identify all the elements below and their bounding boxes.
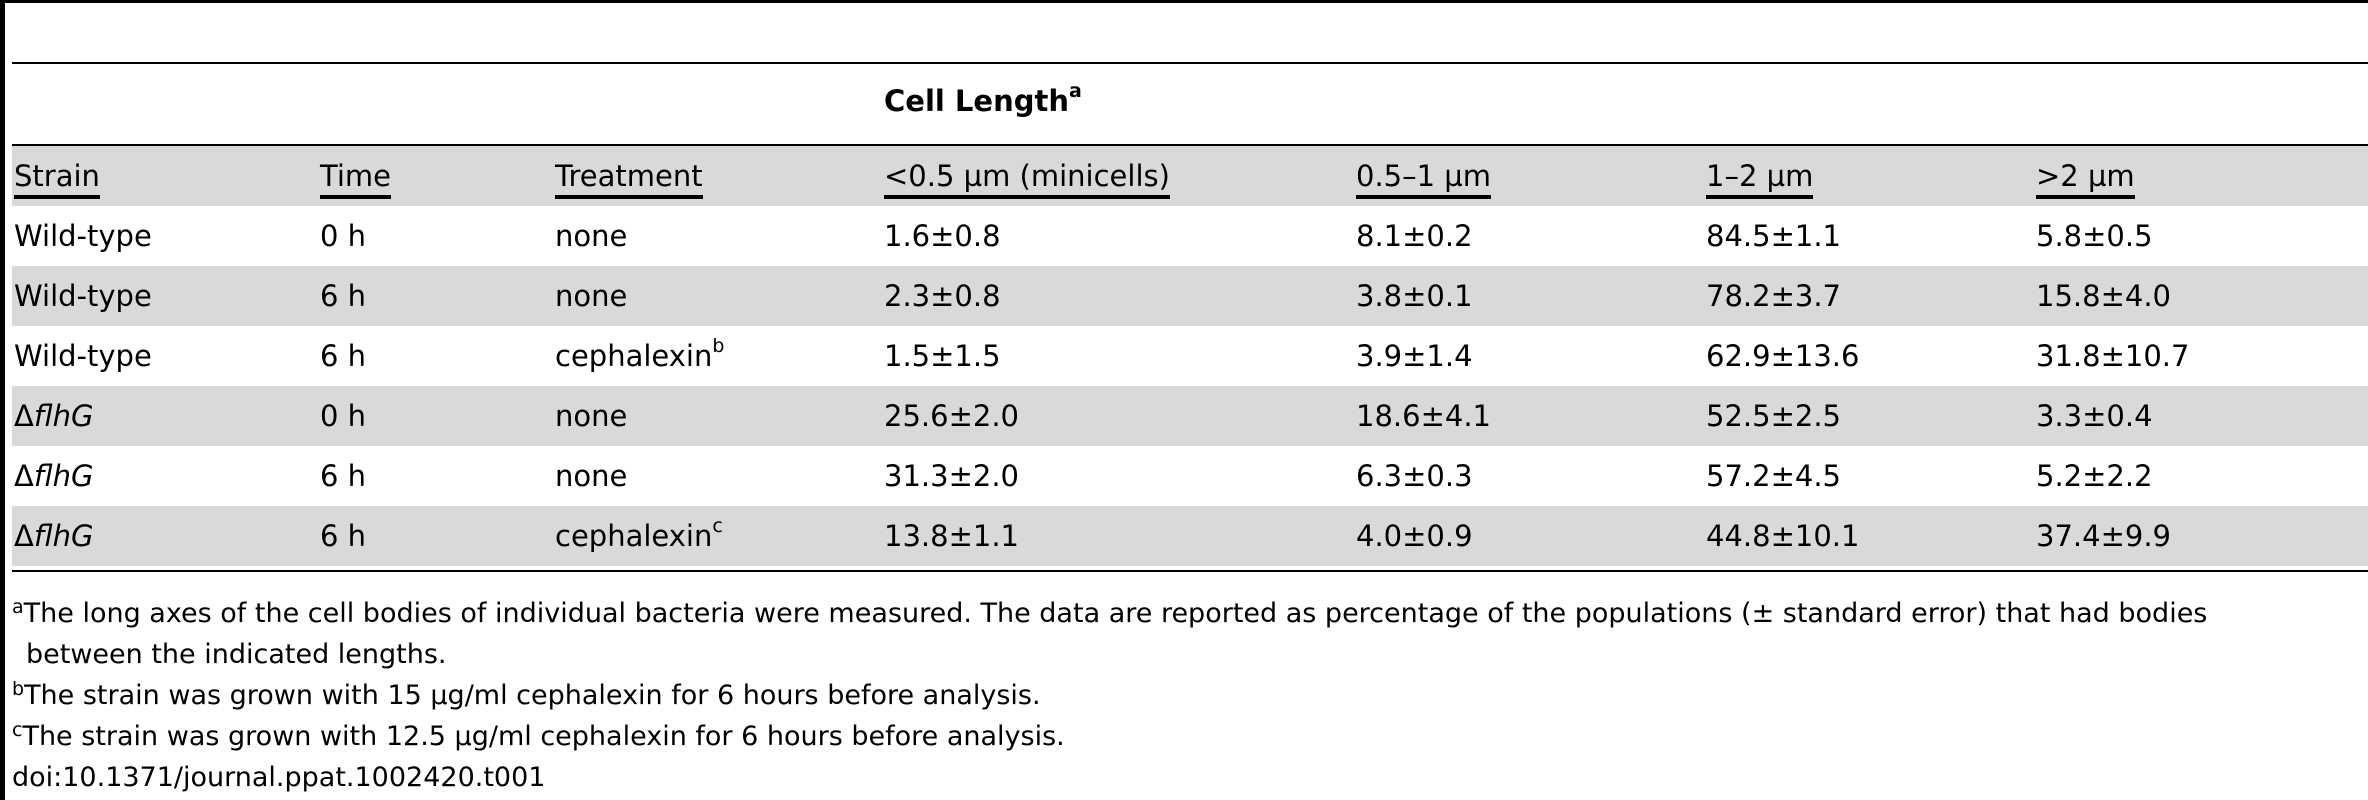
left-border-rule <box>0 0 5 800</box>
time-cell: 6 h <box>320 279 367 313</box>
length-0-5-1-cell: 6.3±0.3 <box>1356 459 1473 493</box>
length-gt-2-cell: 5.8±0.5 <box>2036 219 2153 253</box>
table-row: ΔflhG 0 h none 25.6±2.0 18.6±4.1 52.5±2.5 3.3±… <box>12 386 2368 446</box>
minicells-cell: 2.3±0.8 <box>884 279 1001 313</box>
length-gt-2-cell: 37.4±9.9 <box>2036 519 2171 553</box>
length-0-5-1-cell: 4.0±0.9 <box>1356 519 1473 553</box>
length-1-2-cell: 44.8±10.1 <box>1706 519 1860 553</box>
length-0-5-1-cell: 18.6±4.1 <box>1356 399 1491 433</box>
length-gt-2-cell: 3.3±0.4 <box>2036 399 2153 433</box>
strain-cell: ΔflhG <box>14 519 94 553</box>
length-0-5-1-cell: 3.8±0.1 <box>1356 279 1473 313</box>
footnote-b: bThe strain was grown with 15 µg/ml ceph… <box>12 678 1041 711</box>
length-1-2-cell: 57.2±4.5 <box>1706 459 1841 493</box>
column-header-minicells: <0.5 µm (minicells) <box>884 159 1170 199</box>
table-header-row: Strain Time Treatment <0.5 µm (minicells… <box>12 146 2368 206</box>
length-0-5-1-cell: 8.1±0.2 <box>1356 219 1473 253</box>
table-row: ΔflhG 6 h none 31.3±2.0 6.3±0.3 57.2±4.5 5.2±2… <box>12 446 2368 506</box>
footnote-a-line-1: aThe long axes of the cell bodies of ind… <box>12 596 2208 629</box>
time-cell: 6 h <box>320 519 367 553</box>
cell-length-group-header: Cell Lengtha <box>884 80 1082 118</box>
strain-cell: Wild-type <box>14 339 152 373</box>
treatment-cell: cephalexinb <box>555 335 725 373</box>
time-cell: 0 h <box>320 219 367 253</box>
column-header-1-2: 1–2 µm <box>1706 159 1814 199</box>
table-bottom-rule <box>12 570 2368 572</box>
minicells-cell: 31.3±2.0 <box>884 459 1019 493</box>
strain-cell: ΔflhG <box>14 399 94 433</box>
length-0-5-1-cell: 3.9±1.4 <box>1356 339 1473 373</box>
footnote-c: cThe strain was grown with 12.5 µg/ml ce… <box>12 719 1065 752</box>
strain-cell: Wild-type <box>14 219 152 253</box>
footnote-mark-a: a <box>1069 80 1082 102</box>
treatment-cell: cephalexinc <box>555 515 723 553</box>
strain-cell: ΔflhG <box>14 459 94 493</box>
table-row: Wild-type 6 h cephalexinb 1.5±1.5 3.9±1.4 62.… <box>12 326 2368 386</box>
length-gt-2-cell: 31.8±10.7 <box>2036 339 2190 373</box>
table-row: ΔflhG 6 h cephalexinc 13.8±1.1 4.0±0.9 44.8±1… <box>12 506 2368 566</box>
length-1-2-cell: 62.9±13.6 <box>1706 339 1860 373</box>
treatment-cell: none <box>555 459 628 493</box>
column-header-strain: Strain <box>14 159 100 199</box>
treatment-footnote-mark: b <box>712 335 725 357</box>
column-header-gt-2: >2 µm <box>2036 159 2135 199</box>
table-row: Wild-type 0 h none 1.6±0.8 8.1±0.2 84.5±1.1 5.… <box>12 206 2368 266</box>
treatment-footnote-mark: c <box>712 515 723 537</box>
column-header-0-5-1: 0.5–1 µm <box>1356 159 1491 199</box>
minicells-cell: 13.8±1.1 <box>884 519 1019 553</box>
length-1-2-cell: 52.5±2.5 <box>1706 399 1841 433</box>
treatment-cell: none <box>555 399 628 433</box>
column-header-time: Time <box>320 159 391 199</box>
minicells-cell: 1.6±0.8 <box>884 219 1001 253</box>
time-cell: 0 h <box>320 399 367 433</box>
length-1-2-cell: 84.5±1.1 <box>1706 219 1841 253</box>
top-border-rule <box>0 0 2368 3</box>
time-cell: 6 h <box>320 459 367 493</box>
doi-label: doi:10.1371/journal.ppat.1002420.t001 <box>12 762 546 793</box>
length-gt-2-cell: 15.8±4.0 <box>2036 279 2171 313</box>
footnote-a-line-2: between the indicated lengths. <box>26 639 447 670</box>
treatment-cell: none <box>555 219 628 253</box>
table-top-rule <box>12 62 2368 64</box>
time-cell: 6 h <box>320 339 367 373</box>
length-1-2-cell: 78.2±3.7 <box>1706 279 1841 313</box>
table-row: Wild-type 6 h none 2.3±0.8 3.8±0.1 78.2±3.7 15… <box>12 266 2368 326</box>
treatment-cell: none <box>555 279 628 313</box>
minicells-cell: 1.5±1.5 <box>884 339 1001 373</box>
strain-cell: Wild-type <box>14 279 152 313</box>
column-header-treatment: Treatment <box>555 159 703 199</box>
minicells-cell: 25.6±2.0 <box>884 399 1019 433</box>
header-separator-rule <box>12 144 2368 146</box>
length-gt-2-cell: 5.2±2.2 <box>2036 459 2153 493</box>
